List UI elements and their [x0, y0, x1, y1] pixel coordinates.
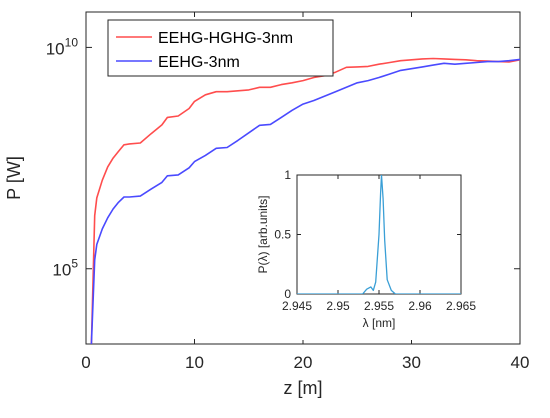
inset-chart: 2.945 2.95 2.955 2.96 2.965 0 0.5 1 λ [nm] P(λ) […	[245, 163, 477, 340]
x-tick-label: 40	[511, 353, 530, 372]
x-tick-label: 30	[402, 353, 421, 372]
y-tick-label: 1010	[46, 35, 79, 58]
inset-x-tick-label: 2.95	[326, 299, 350, 313]
inset-y-tick-label: 0.5	[274, 228, 291, 242]
inset-x-tick-label: 2.96	[408, 299, 432, 313]
inset-y-axis-label: P(λ) [arb.units]	[256, 195, 270, 273]
inset-x-axis-label: λ [nm]	[363, 316, 396, 330]
series-group	[90, 57, 520, 344]
inset-y-tick-label: 1	[284, 168, 291, 182]
legend-label: EEHG-HGHG-3nm	[158, 30, 293, 47]
inset-series-line-1	[297, 175, 461, 294]
x-tick-label: 20	[294, 353, 313, 372]
y-axis-label: P [W]	[4, 156, 24, 200]
x-tick-label: 10	[185, 353, 204, 372]
x-axis-label: z [m]	[284, 378, 323, 398]
inset-y-tick-label: 0	[284, 287, 291, 301]
legend-label: EEHG-3nm	[158, 54, 240, 71]
series-line-1	[90, 57, 520, 344]
legend-box	[107, 19, 334, 77]
x-tick-label: 0	[81, 353, 90, 372]
inset-series-group	[297, 175, 461, 294]
y-tick-label: 105	[52, 257, 78, 280]
series-line-2	[90, 58, 520, 344]
legend: EEHG-HGHG-3nm EEHG-3nm	[107, 19, 334, 77]
inset-x-tick-label: 2.955	[364, 299, 394, 313]
inset-x-tick-label: 2.965	[446, 299, 476, 313]
inset-x-tick-label: 2.945	[282, 299, 312, 313]
